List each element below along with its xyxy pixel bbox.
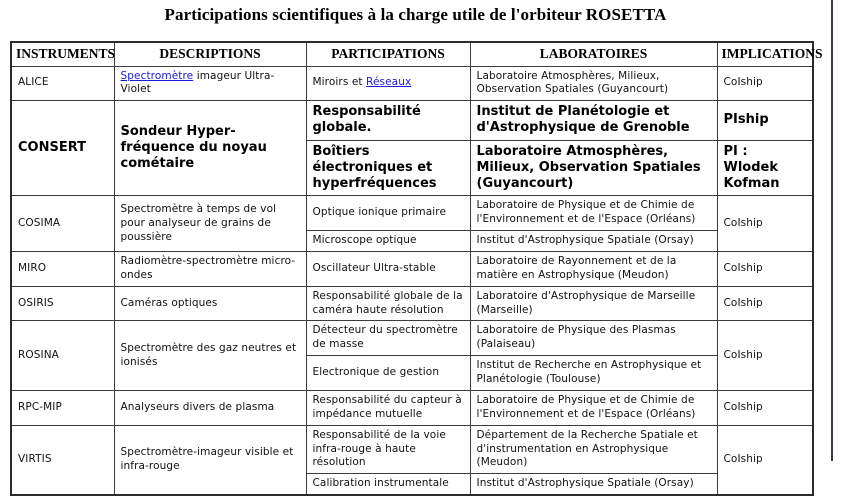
table-row: OSIRIS Caméras optiques Responsabilité glo… [10,285,814,322]
instrument-description: Spectromètre-imageur visible et infra-ro… [113,424,307,496]
instrument-name: OSIRIS [10,285,115,322]
participation-text: Boîtiers électroniques et hyperfréquence… [312,143,437,192]
description-text: Spectromètre à temps de vol pour analyse… [120,202,277,243]
participation-text: Microscope optique [312,234,417,247]
implication-cell: PIship [716,100,814,141]
participation-cell: Responsabilité globale de la caméra haut… [305,285,471,322]
participation-cell: Responsabilité de la voie infra-rouge à … [305,424,471,475]
instrument-description: Caméras optiques [113,285,307,322]
description-text: Radiomètre-spectromètre micro-ondes [120,255,296,281]
participation-text: Responsabilité globale de la caméra haut… [312,289,463,316]
table-header: INSTRUMENTS DESCRIPTIONS PARTICIPATIONS … [10,41,823,67]
laboratoire-cell: Institut d'Astrophysique Spatiale (Orsay… [469,473,718,496]
participation-text: Optique ionique primaire [312,206,447,219]
laboratoire-cell: Institut d'Astrophysique Spatiale (Orsay… [469,230,718,253]
laboratoire-cell: Laboratoire Atmosphères, Milieux, Observ… [469,65,718,102]
implication-cell: CoIship [716,320,814,391]
laboratoire-cell: Institut de Planétologie et d'Astrophysi… [469,100,718,141]
column-header-participations: PARTICIPATIONS [305,41,471,67]
participation-cell: Responsabilité du capteur à impédance mu… [305,389,471,426]
instrument-name: MIRO [10,251,115,287]
column-header-descriptions: DESCRIPTIONS [113,41,307,67]
laboratoire-cell: Laboratoire de Physique et de Chimie de … [469,389,718,426]
instrument-description: Spectromètre imageur Ultra-Violet [113,65,307,102]
table-body: ALICE Spectromètre imageur Ultra-Violet Mi… [10,65,814,496]
implication-cell: CoIship [716,195,814,253]
participation-cell: Miroirs et Réseaux [305,65,471,102]
laboratoire-cell: Laboratoire de Rayonnement et de la mati… [469,251,718,287]
implication-cell: CoIship [716,251,814,287]
participation-cell: Optique ionique primaire [305,195,471,232]
table-row: CONSERT Sondeur Hyper-fréquence du noyau … [10,100,814,197]
implication-cell: CoIship [716,424,814,496]
instrument-name: COSIMA [10,195,115,253]
implication-cell: CoIship [716,65,814,102]
implication-cell: CoIship [716,285,814,322]
laboratoire-cell: Laboratoire de Physique des Plasmas (Pal… [469,320,718,357]
participation-cell: Microscope optique [305,230,471,253]
participation-cell: Responsabilité globale. [305,100,471,141]
participation-text: Responsabilité globale. [312,104,421,136]
participation-text: Responsabilité de la voie infra-rouge à … [312,428,446,469]
participation-cell: Boîtiers électroniques et hyperfréquence… [305,139,471,197]
laboratoire-cell: Institut de Recherche en Astrophysique e… [469,355,718,391]
table-row: VIRTIS Spectromètre-imageur visible et in… [10,424,814,496]
description-link[interactable]: Spectromètre [120,69,194,82]
participation-text: Oscillateur Ultra-stable [312,261,436,274]
participation-text: Electronique de gestion [312,366,440,379]
table-row: MIRO Radiomètre-spectromètre micro-ondes O… [10,251,814,287]
table-row: Boîtiers électroniques et hyperfréquence… [11,139,814,197]
laboratoire-cell: Laboratoire de Physique et de Chimie de … [469,195,718,232]
table-row: Electronique de gestion Institut de Reche… [11,355,813,391]
instrument-name: ALICE [10,65,115,102]
participation-text: Détecteur du spectromètre de masse [312,324,458,351]
participation-cell: Oscillateur Ultra-stable [305,251,471,287]
description-text: Sondeur Hyper-fréquence du noyau cométai… [120,123,267,172]
participation-text: Responsabilité du capteur à impédance mu… [312,393,462,420]
instrument-description: Spectromètre à temps de vol pour analyse… [113,195,307,253]
description-text: Spectromètre des gaz neutres et ionisés [120,341,297,368]
instrument-description: Analyseurs divers de plasma [113,389,307,426]
description-text: Spectromètre-imageur visible et infra-ro… [120,446,294,472]
description-text: Caméras optiques [120,296,218,309]
participation-cell: Calibration instrumentale [305,473,471,496]
table-row: ROSINA Spectromètre des gaz neutres et io… [10,320,814,391]
table-row: COSIMA Spectromètre à temps de vol pour a… [10,195,814,253]
instrument-name: VIRTIS [10,424,115,496]
instruments-table: INSTRUMENTS DESCRIPTIONS PARTICIPATIONS … [10,41,823,496]
description-text-suffix: imageur Ultra-Violet [120,69,275,96]
column-header-laboratoires: LABORATOIRES [469,41,718,67]
table-row: RPC-MIP Analyseurs divers de plasma Respon… [10,389,814,426]
page-title: Participations scientifiques à la charge… [164,5,667,24]
laboratoire-cell: Département de la Recherche Spatiale et … [469,424,718,475]
page-container: Participations scientifiques à la charge… [10,0,833,496]
description-text: Analyseurs divers de plasma [120,400,275,413]
table-row: ALICE Spectromètre imageur Ultra-Violet Mi… [10,65,814,102]
instrument-name: CONSERT [10,100,115,197]
instrument-description: Sondeur Hyper-fréquence du noyau cométai… [113,100,307,197]
table-row: Microscope optique Institut d'Astrophysiq… [11,230,813,253]
participation-cell: Electronique de gestion [305,355,471,391]
instrument-name: RPC-MIP [10,389,115,426]
participation-text: Calibration instrumentale [312,477,449,490]
instrument-description: Radiomètre-spectromètre micro-ondes [113,251,307,287]
implication-cell: PI : Wlodek Kofman [716,139,814,197]
participation-link[interactable]: Réseaux [366,76,412,89]
laboratoire-cell: Laboratoire d'Astrophysique de Marseille… [469,285,718,322]
participation-text: Miroirs et [312,76,367,89]
instrument-name: ROSINA [10,320,115,391]
column-header-implications: IMPLICATIONS [716,41,823,67]
instrument-description: Spectromètre des gaz neutres et ionisés [113,320,307,391]
laboratoire-cell: Laboratoire Atmosphères, Milieux, Observ… [469,139,718,197]
implication-cell: CoIship [716,389,814,426]
table-header-row: INSTRUMENTS DESCRIPTIONS PARTICIPATIONS … [10,41,823,67]
participation-cell: Détecteur du spectromètre de masse [305,320,471,357]
column-header-instruments: INSTRUMENTS [10,41,115,67]
instruments-table-container: INSTRUMENTS DESCRIPTIONS PARTICIPATIONS … [10,41,823,496]
